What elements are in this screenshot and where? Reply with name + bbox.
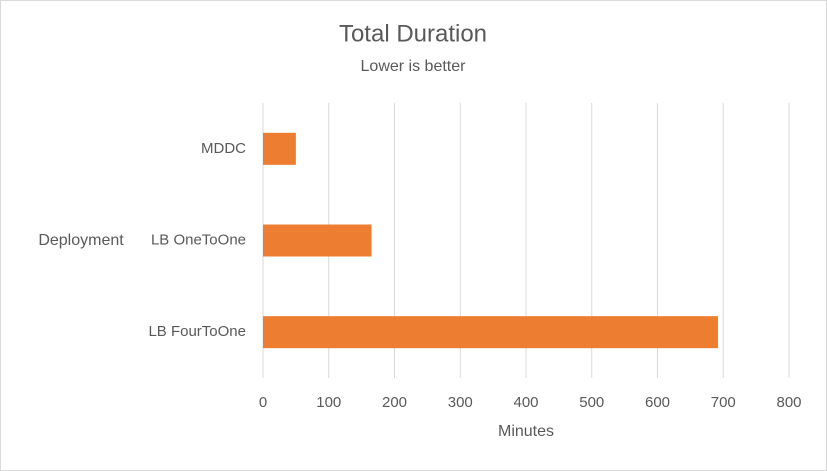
bar: [263, 316, 718, 349]
x-tick-label: 0: [259, 394, 267, 411]
chart-subtitle: Lower is better: [361, 58, 467, 75]
x-tick-label: 400: [513, 394, 538, 411]
bar: [263, 132, 296, 165]
x-tick-label: 200: [382, 394, 407, 411]
chart-title: Total Duration: [339, 20, 487, 47]
x-tick-label: 300: [448, 394, 473, 411]
y-tick-label: LB OneToOne: [151, 231, 246, 248]
x-tick-label: 500: [579, 394, 604, 411]
x-axis-label: Minutes: [498, 423, 554, 440]
x-tick-label: 100: [316, 394, 341, 411]
x-tick-label: 800: [776, 394, 801, 411]
y-axis-label: Deployment: [38, 232, 124, 249]
y-tick-label: MDDC: [201, 140, 246, 157]
x-tick-label: 600: [645, 394, 670, 411]
x-tick-label: 700: [711, 394, 736, 411]
y-tick-label: LB FourToOne: [148, 323, 246, 340]
bar: [263, 224, 372, 257]
